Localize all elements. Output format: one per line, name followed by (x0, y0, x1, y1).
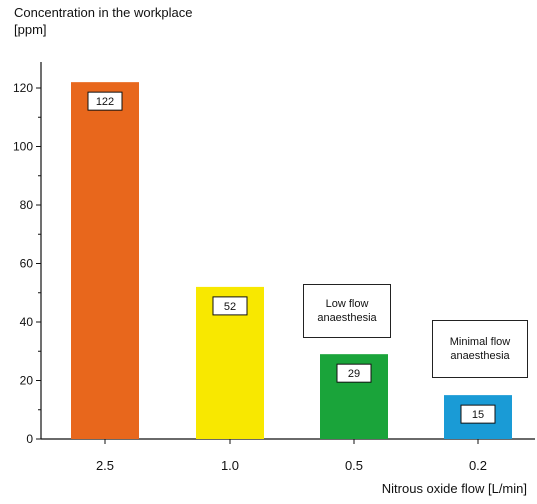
data-label-box-1.0 (212, 296, 248, 316)
x-axis-title: Nitrous oxide flow [L/min] (381, 481, 527, 496)
y-tick-label-20: 20 (20, 374, 34, 388)
y-axis-title-line2: [ppm] (14, 22, 47, 37)
y-tick-label-40: 40 (20, 315, 34, 329)
data-label-0.5: 29 (348, 368, 360, 380)
y-axis-title-line1: Concentration in the workplace (14, 5, 193, 20)
low-flow-annotation: Low flow anaesthesia (303, 284, 391, 338)
bar-2.5 (71, 82, 139, 440)
data-label-1.0: 52 (224, 301, 236, 313)
data-label-2.5: 122 (96, 96, 114, 108)
minimal-flow-annotation-line1: Minimal flow (449, 336, 511, 348)
x-tick-label-0.5: 0.5 (345, 458, 363, 473)
low-flow-annotation-line2: anaesthesia (317, 312, 377, 324)
data-label-box-2.5 (87, 91, 123, 111)
data-label-box-0.5 (336, 363, 372, 383)
y-tick-label-100: 100 (13, 140, 33, 154)
data-label-box-0.2 (460, 404, 496, 424)
minimal-flow-annotation-line2: anaesthesia (450, 350, 510, 362)
low-flow-annotation-line1: Low flow (325, 298, 369, 310)
x-tick-label-1.0: 1.0 (221, 458, 239, 473)
y-tick-label-120: 120 (13, 81, 33, 95)
y-tick-label-80: 80 (20, 198, 34, 212)
data-label-0.2: 15 (472, 409, 484, 421)
y-tick-label-60: 60 (20, 257, 34, 271)
x-tick-label-0.2: 0.2 (469, 458, 487, 473)
y-tick-label-0: 0 (26, 432, 33, 446)
x-tick-label-2.5: 2.5 (96, 458, 114, 473)
minimal-flow-annotation: Minimal flow anaesthesia (432, 320, 528, 378)
